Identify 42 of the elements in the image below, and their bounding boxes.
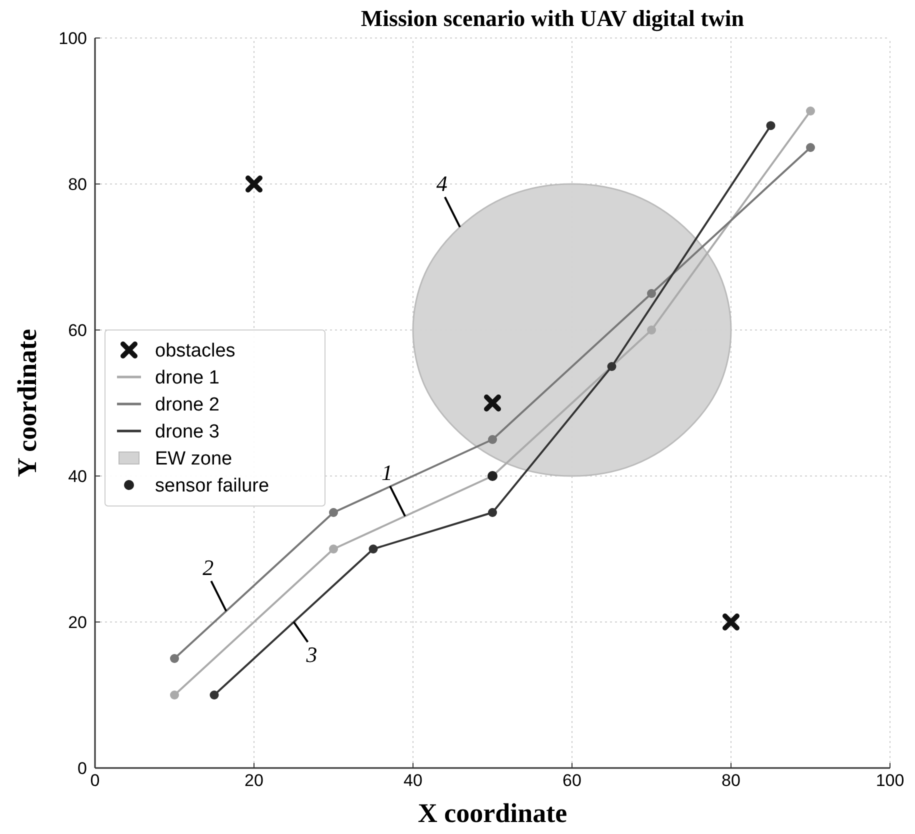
x-tick-label: 0 bbox=[90, 771, 100, 790]
point bbox=[607, 362, 616, 371]
point bbox=[766, 121, 776, 130]
point bbox=[210, 690, 219, 700]
annotation: 1 bbox=[382, 460, 393, 486]
point bbox=[806, 143, 815, 152]
x-tick-label: 20 bbox=[244, 771, 264, 790]
y-axis-title: Y coordinate bbox=[12, 328, 42, 478]
y-tick-label: 40 bbox=[68, 466, 87, 486]
point bbox=[170, 690, 179, 700]
point bbox=[329, 508, 338, 517]
annotation: 3 bbox=[305, 642, 318, 667]
legend-label: obstacles bbox=[155, 340, 236, 362]
x-axis-title: X coordinate bbox=[418, 798, 568, 828]
annotation: 2 bbox=[202, 555, 214, 580]
legend-label: drone 1 bbox=[155, 368, 220, 389]
x-tick-label: 40 bbox=[404, 771, 422, 790]
point bbox=[722, 614, 740, 630]
y-tick-label: 20 bbox=[68, 612, 87, 632]
y-tick-label: 100 bbox=[58, 28, 87, 48]
point bbox=[170, 654, 179, 663]
legend-label: sensor failure bbox=[155, 476, 270, 497]
legend-label: drone 3 bbox=[155, 422, 220, 443]
y-tick-label: 80 bbox=[68, 174, 87, 194]
point bbox=[806, 106, 815, 116]
point bbox=[647, 326, 656, 334]
point bbox=[484, 394, 501, 412]
x-tick-label: 100 bbox=[876, 771, 904, 790]
point bbox=[246, 176, 262, 192]
y-tick-label: 0 bbox=[78, 758, 87, 778]
annotation: 4 bbox=[436, 171, 448, 196]
point bbox=[368, 544, 378, 554]
legend-label: EW zone bbox=[155, 448, 232, 470]
x-tick-label: 60 bbox=[562, 771, 582, 790]
legend-label: drone 2 bbox=[155, 394, 220, 416]
y-tick-label: 60 bbox=[68, 320, 87, 340]
point bbox=[488, 508, 497, 517]
point bbox=[647, 289, 656, 298]
chart-title: Mission scenario with UAV digital twin bbox=[360, 6, 744, 32]
x-tick-label: 80 bbox=[722, 771, 740, 790]
point bbox=[488, 435, 497, 444]
point bbox=[329, 544, 338, 554]
